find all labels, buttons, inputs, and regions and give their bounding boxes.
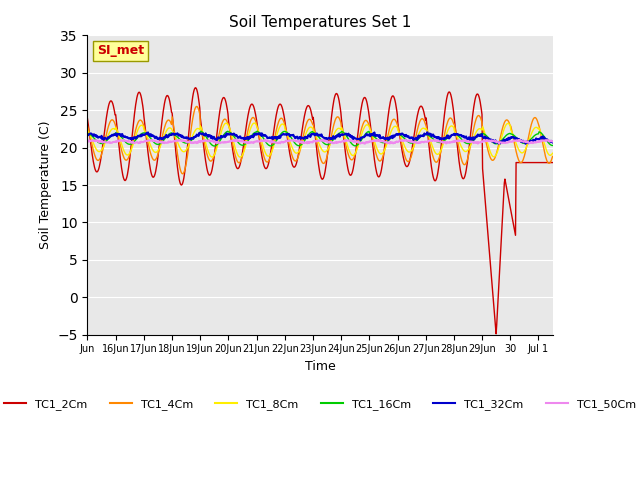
- TC1_8Cm: [510, 134, 518, 140]
- TC1_16Cm: [392, 132, 399, 138]
- TC1_32Cm: [424, 130, 431, 135]
- Line: TC1_32Cm: TC1_32Cm: [88, 132, 552, 144]
- TC1_8Cm: [539, 135, 547, 141]
- TC1_8Cm: [429, 145, 437, 151]
- TC1_50Cm: [539, 138, 547, 144]
- TC1_2Cm: [548, 160, 556, 166]
- Legend: TC1_2Cm, TC1_4Cm, TC1_8Cm, TC1_16Cm, TC1_32Cm, TC1_50Cm: TC1_2Cm, TC1_4Cm, TC1_8Cm, TC1_16Cm, TC1…: [0, 394, 640, 414]
- Line: TC1_50Cm: TC1_50Cm: [88, 139, 552, 144]
- TC1_8Cm: [251, 120, 259, 126]
- TC1_50Cm: [392, 139, 399, 145]
- Line: TC1_8Cm: TC1_8Cm: [88, 123, 552, 157]
- TC1_4Cm: [179, 171, 186, 177]
- TC1_4Cm: [510, 137, 518, 143]
- TC1_8Cm: [84, 127, 92, 133]
- TC1_2Cm: [510, 223, 518, 229]
- TC1_2Cm: [539, 160, 547, 166]
- TC1_4Cm: [429, 155, 437, 160]
- TC1_50Cm: [84, 139, 92, 145]
- TC1_32Cm: [539, 133, 547, 139]
- TC1_4Cm: [548, 154, 556, 159]
- TC1_32Cm: [397, 132, 404, 137]
- TC1_8Cm: [392, 123, 399, 129]
- TC1_4Cm: [392, 118, 399, 123]
- TC1_4Cm: [341, 139, 349, 144]
- Title: Soil Temperatures Set 1: Soil Temperatures Set 1: [229, 15, 411, 30]
- TC1_50Cm: [340, 139, 348, 144]
- TC1_8Cm: [237, 154, 244, 160]
- TC1_16Cm: [84, 131, 92, 137]
- TC1_50Cm: [548, 139, 556, 144]
- Y-axis label: Soil Temperature (C): Soil Temperature (C): [39, 121, 52, 249]
- TC1_8Cm: [398, 137, 406, 143]
- TC1_8Cm: [341, 134, 349, 140]
- TC1_2Cm: [397, 144, 405, 150]
- TC1_16Cm: [211, 143, 218, 149]
- TC1_16Cm: [510, 132, 518, 138]
- TC1_32Cm: [429, 132, 436, 138]
- TC1_50Cm: [429, 137, 437, 143]
- TC1_50Cm: [510, 138, 518, 144]
- TC1_16Cm: [429, 136, 437, 142]
- TC1_2Cm: [84, 116, 92, 121]
- TC1_16Cm: [539, 132, 547, 137]
- TC1_2Cm: [492, 331, 500, 337]
- TC1_2Cm: [192, 85, 200, 91]
- TC1_16Cm: [341, 131, 349, 137]
- TC1_32Cm: [509, 134, 517, 140]
- Text: SI_met: SI_met: [97, 44, 144, 57]
- TC1_32Cm: [390, 134, 398, 140]
- TC1_4Cm: [193, 104, 201, 109]
- TC1_32Cm: [522, 141, 529, 146]
- TC1_4Cm: [398, 142, 406, 148]
- TC1_50Cm: [398, 137, 406, 143]
- Line: TC1_2Cm: TC1_2Cm: [88, 88, 552, 334]
- TC1_32Cm: [548, 140, 556, 145]
- TC1_16Cm: [398, 133, 406, 139]
- TC1_2Cm: [391, 97, 399, 103]
- TC1_16Cm: [196, 128, 204, 134]
- TC1_32Cm: [84, 132, 92, 138]
- TC1_2Cm: [429, 171, 436, 177]
- X-axis label: Time: Time: [305, 360, 335, 373]
- TC1_4Cm: [539, 140, 547, 146]
- Line: TC1_16Cm: TC1_16Cm: [88, 131, 552, 146]
- TC1_4Cm: [84, 123, 92, 129]
- TC1_8Cm: [548, 150, 556, 156]
- TC1_16Cm: [548, 143, 556, 148]
- TC1_50Cm: [361, 141, 369, 146]
- TC1_32Cm: [340, 132, 348, 138]
- TC1_2Cm: [340, 141, 348, 147]
- TC1_50Cm: [231, 136, 239, 142]
- Line: TC1_4Cm: TC1_4Cm: [88, 107, 552, 174]
